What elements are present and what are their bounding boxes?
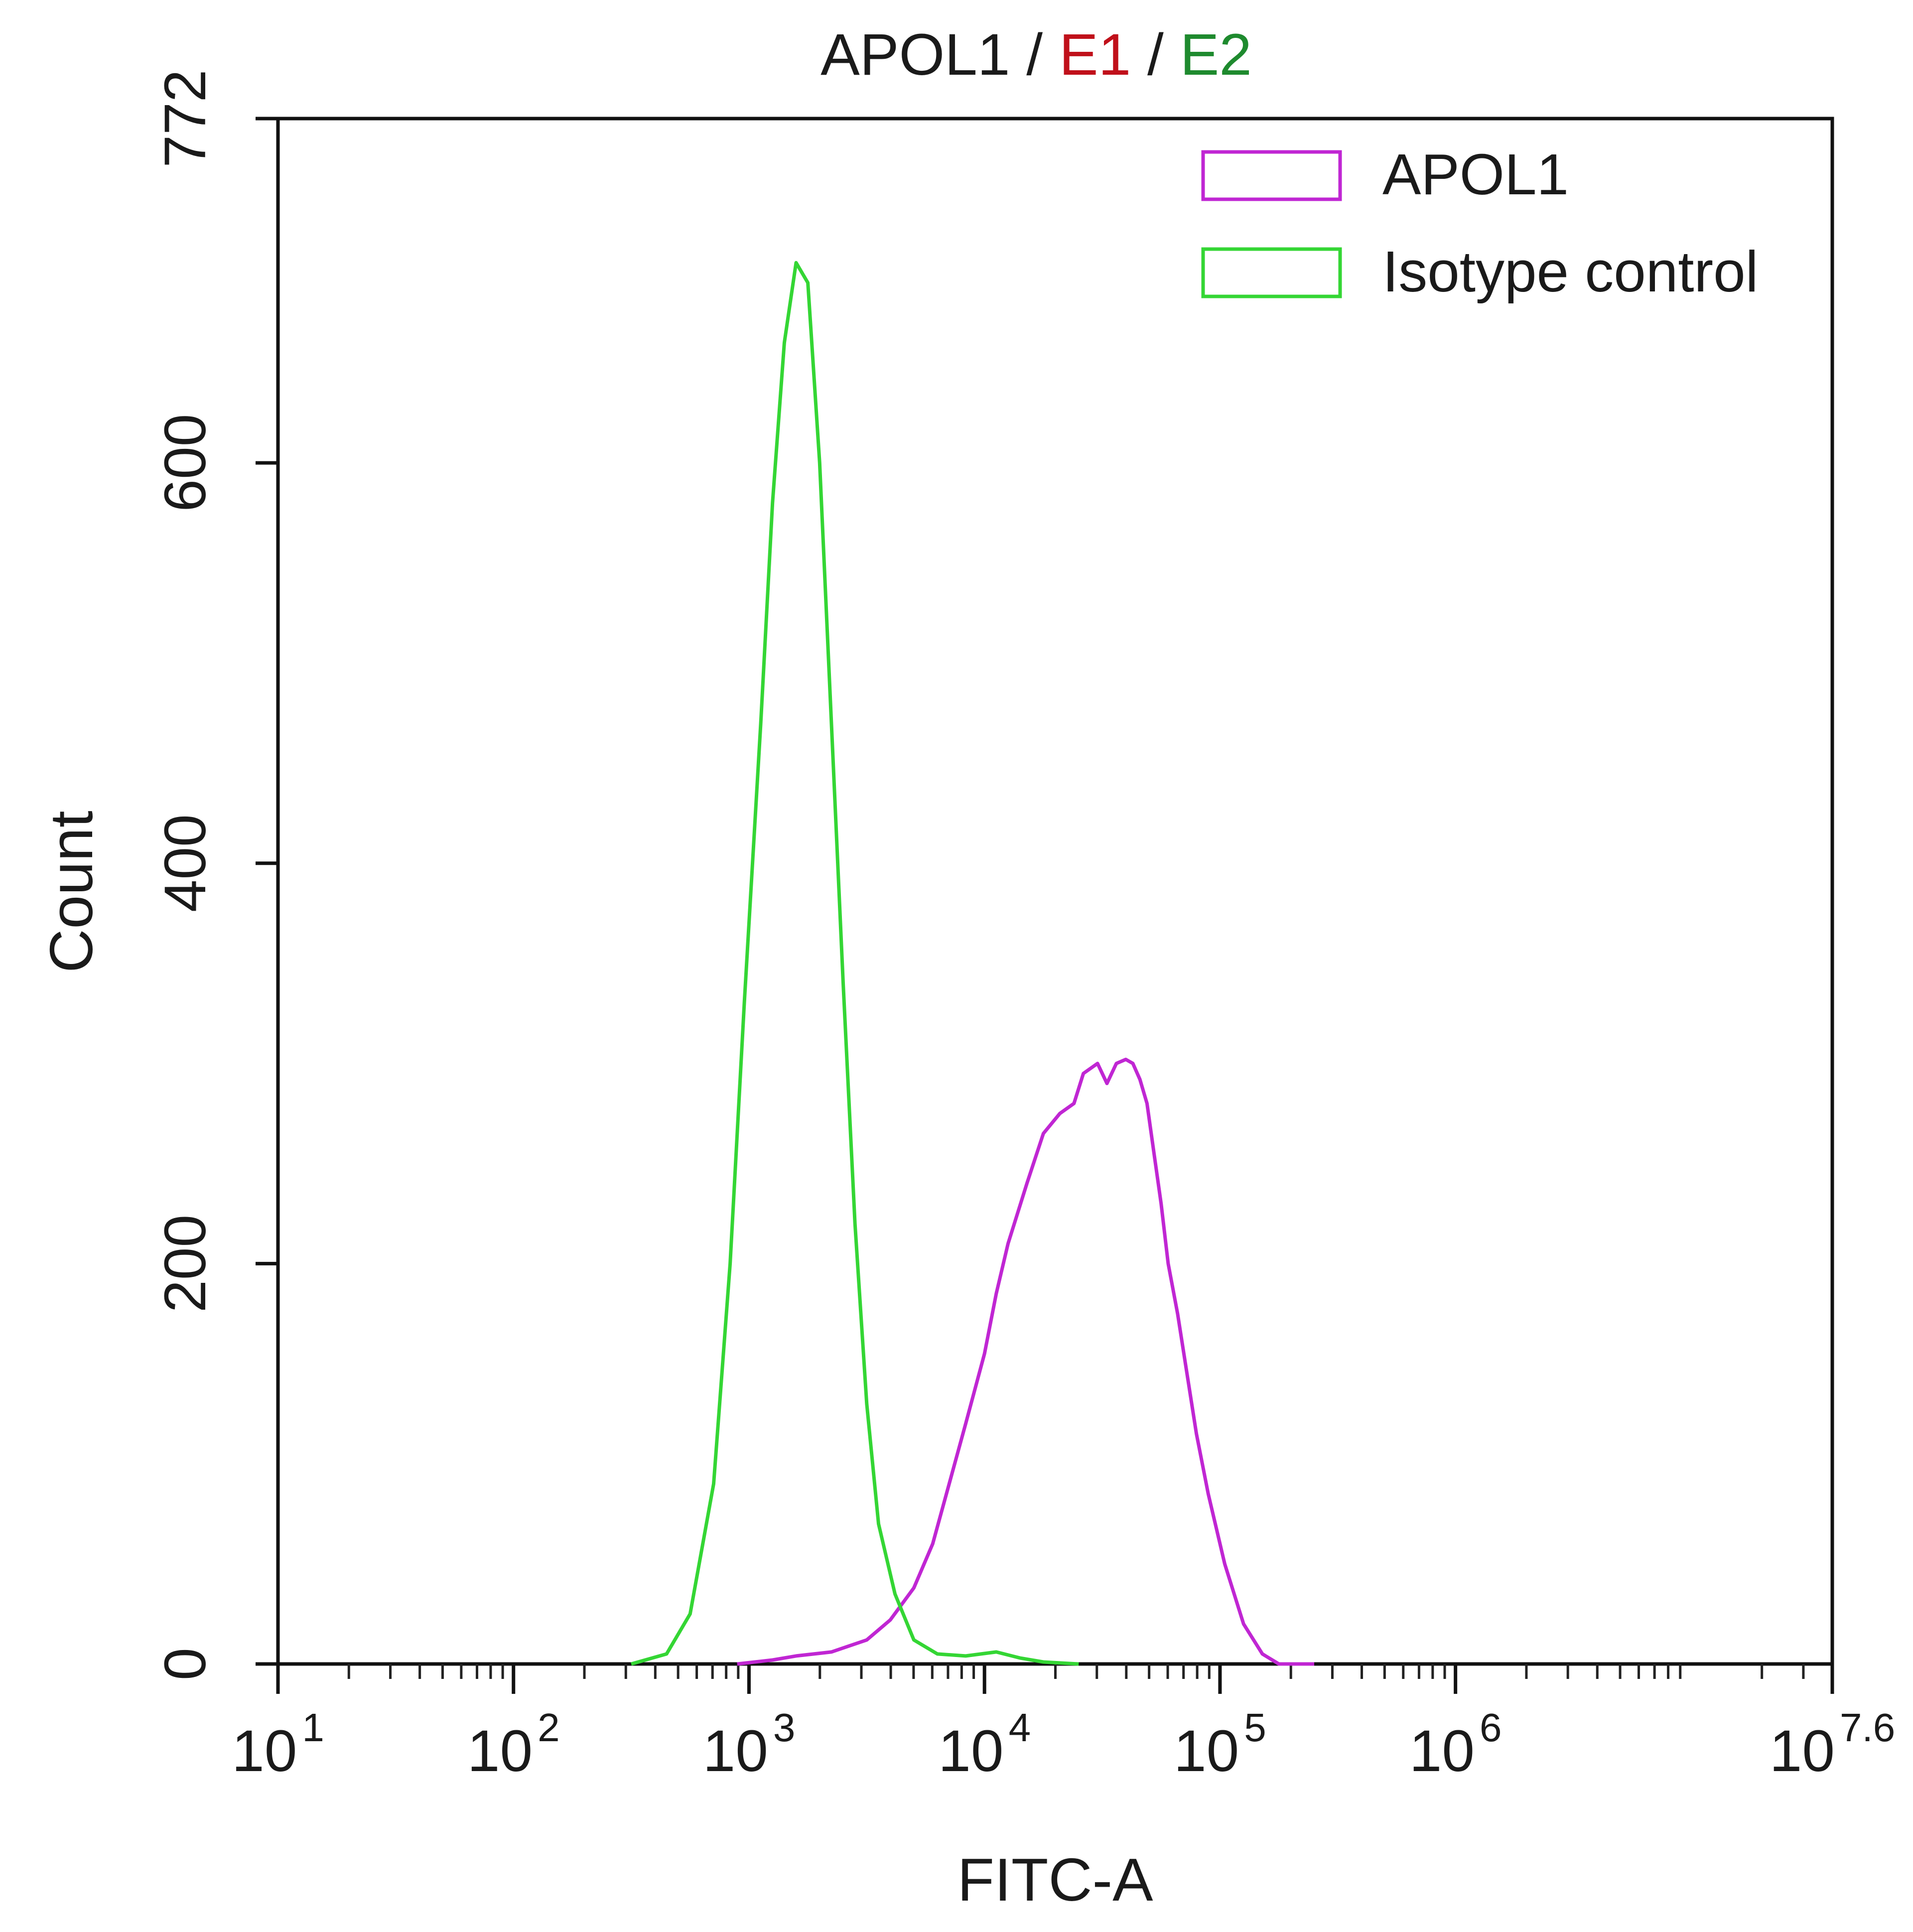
x-tick-label: 10 5 — [1174, 1705, 1266, 1784]
legend-label: APOL1 — [1382, 142, 1569, 207]
series-layer — [631, 261, 1314, 1666]
legend-swatch — [1201, 150, 1342, 201]
title-part: / — [1010, 22, 1059, 88]
series-line — [631, 261, 1079, 1666]
x-axis: 10 1 10 2 10 3 10 4 10 5 10 6 10 7.6 — [232, 1664, 1895, 1784]
series-line — [737, 1058, 1314, 1666]
x-tick-label: 10 7.6 — [1770, 1705, 1895, 1784]
x-tick-label: 10 1 — [232, 1705, 324, 1784]
legend-swatch — [1201, 247, 1342, 298]
y-tick-label: 600 — [152, 414, 218, 512]
y-tick-label: 200 — [152, 1215, 218, 1313]
y-axis: 0 200 400 600 772 — [152, 70, 278, 1680]
y-tick-label: 400 — [152, 814, 218, 912]
y-tick-label: 772 — [152, 70, 218, 168]
x-tick-label: 10 3 — [703, 1705, 796, 1784]
title-part: E1 — [1059, 22, 1131, 88]
legend: APOL1 Isotype control — [1201, 142, 1758, 304]
chart-title: APOL1 / E1 / E2 — [820, 22, 1252, 88]
x-axis-label: FITC-A — [957, 1846, 1153, 1914]
title-part: / — [1131, 22, 1180, 88]
legend-label: Isotype control — [1382, 239, 1758, 304]
x-tick-label: 10 4 — [938, 1705, 1031, 1784]
x-tick-label: 10 6 — [1409, 1705, 1502, 1784]
x-tick-label: 10 2 — [467, 1705, 560, 1784]
y-axis-label: Count — [37, 811, 105, 973]
y-tick-label: 0 — [152, 1648, 218, 1680]
title-part: APOL1 — [820, 22, 1010, 88]
title-part: E2 — [1180, 22, 1252, 88]
